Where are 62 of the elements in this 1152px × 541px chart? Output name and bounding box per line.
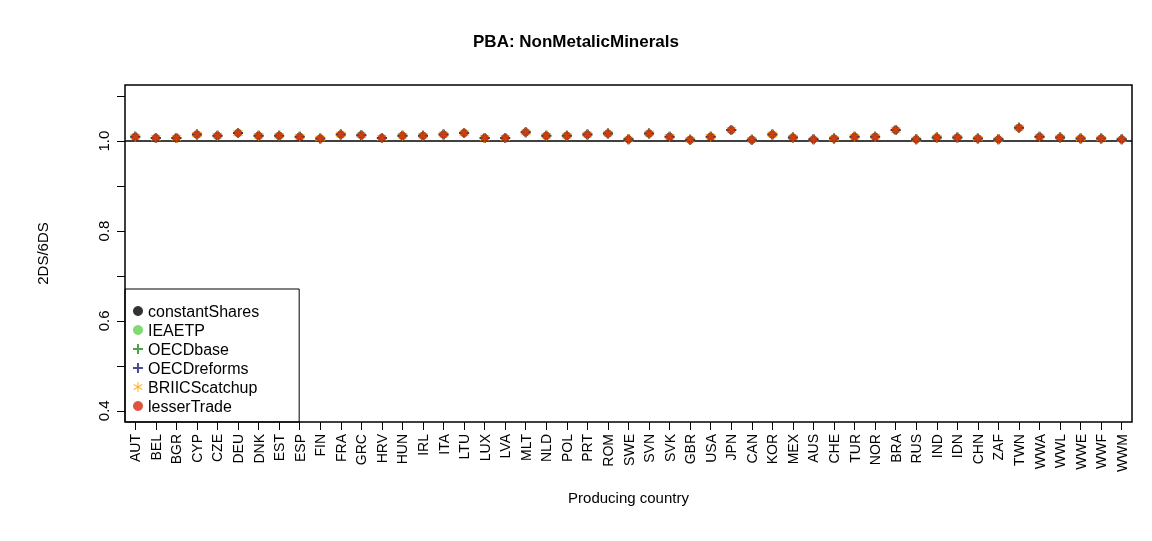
x-tick-label: ROM [599,434,616,467]
x-tick-label: SVK [661,433,678,463]
x-tick-label: POL [558,433,575,463]
x-tick-label: SVN [641,434,658,463]
y-tick-label: 0.6 [95,310,112,332]
x-tick-label: LUX [476,433,493,462]
x-tick-label: AUS [805,434,822,463]
x-tick-label: DNK [250,433,267,464]
legend-label: OECDreforms [148,359,249,377]
x-tick-label: WWF [1093,434,1110,469]
legend-label: IEAETP [148,321,205,339]
x-tick-label: USA [702,433,719,463]
x-tick-label: RUS [908,434,925,464]
x-tick-label: ESP [291,434,308,463]
legend-label: lesserTrade [148,397,232,415]
x-tick-label: FRA [332,433,349,462]
x-tick-label: CZE [209,434,226,462]
y-tick-label: 0.8 [95,220,112,242]
x-tick-label: PRT [579,433,596,462]
x-tick-label: AUT [127,433,144,462]
x-tick-label: NLD [538,434,555,463]
y-tick-label: 0.4 [95,400,112,422]
x-tick-label: WWE [1072,434,1089,470]
legend-label: BRIICScatchup [148,378,258,396]
x-tick-label: MLT [517,433,534,461]
x-tick-label: KOR [764,434,781,465]
x-tick-label: CHN [969,434,986,465]
legend-label: constantShares [148,302,260,320]
x-tick-label: CHE [826,434,843,464]
y-tick-label: 1.0 [95,130,112,152]
x-tick-label: MEX [784,433,801,465]
x-tick-label: WWM [1113,434,1130,473]
x-tick-label: BEL [147,433,164,461]
x-tick-label: CAN [743,434,760,464]
x-tick-label: TWN [1010,434,1027,466]
x-tick-label: BRA [887,433,904,463]
x-tick-label: JPN [723,434,740,461]
x-axis-title: Producing country [568,489,690,506]
x-tick-label: IND [928,434,945,459]
x-tick-label: LVA [497,433,514,459]
x-tick-label: GRC [353,434,370,466]
x-tick-label: TUR [846,434,863,463]
x-tick-label: LTU [456,434,473,460]
x-tick-label: SWE [620,434,637,466]
legend-label: OECDbase [148,340,230,358]
x-tick-label: ZAF [990,434,1007,461]
y-axis-title: 2DS/6DS [34,222,51,285]
x-tick-label: HRV [373,433,390,464]
x-tick-label: ITA [435,433,452,455]
x-tick-label: WWL [1052,433,1069,469]
x-tick-label: DEU [230,434,247,464]
x-tick-label: NOR [867,434,884,466]
x-tick-label: WWA [1031,433,1048,470]
chart-title: PBA: NonMetalicMinerals [473,32,679,51]
x-tick-label: CYP [188,434,205,463]
x-tick-label: HUN [394,434,411,465]
x-tick-label: BGR [168,434,185,465]
x-tick-label: GBR [682,434,699,465]
x-tick-label: FIN [312,434,329,457]
x-tick-label: IDN [949,434,966,459]
x-tick-label: IRL [414,433,431,456]
x-tick-label: EST [271,433,288,462]
